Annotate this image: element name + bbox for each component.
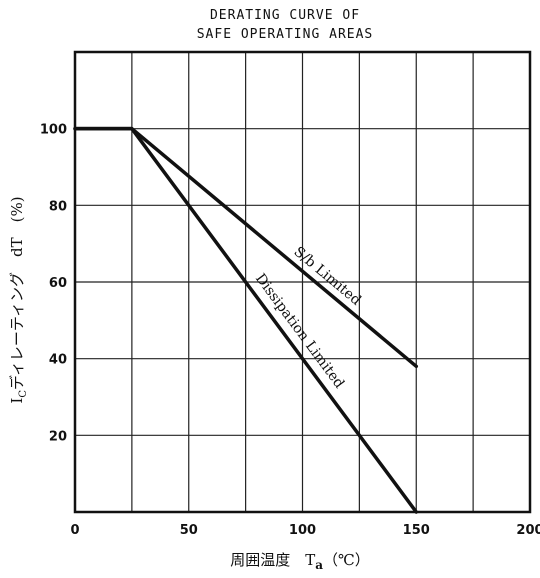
y-tick-label: 20	[49, 429, 67, 444]
series-lines	[73, 126, 418, 514]
y-tick-label: 100	[40, 123, 67, 138]
chart-title-line-1: DERATING CURVE OF	[210, 8, 360, 23]
x-tick-label: 100	[289, 523, 316, 538]
series-line-dissipation-limited	[73, 126, 418, 514]
y-axis-label-rest: ディレーティング dT (%)	[8, 196, 26, 390]
y-axis-label: ICディレーティング dT (%)	[8, 196, 29, 403]
x-axis-label-main: 周囲温度 T	[230, 551, 315, 569]
y-axis-label-subscript: C	[18, 390, 29, 398]
y-tick-label: 60	[49, 276, 67, 291]
x-tick-label: 50	[180, 523, 198, 538]
plot-frame	[73, 50, 532, 514]
grid-lines	[75, 52, 530, 512]
y-tick-label: 40	[49, 353, 67, 368]
y-axis-label-main: I	[8, 398, 26, 404]
x-axis-label-unit: （℃）	[323, 551, 370, 569]
tick-labels: 0 50 100 150 200 20 40 60 80 100	[40, 123, 540, 538]
s-b-limited-label: S/b Limited	[291, 244, 364, 309]
x-axis-label: 周囲温度 Ta（℃）	[230, 551, 370, 572]
x-tick-label: 150	[403, 523, 430, 538]
x-axis-label-subscript: a	[315, 558, 323, 572]
x-tick-label: 0	[70, 523, 79, 538]
chart-title-line-2: SAFE OPERATING AREAS	[197, 27, 374, 42]
x-tick-label: 200	[516, 523, 540, 538]
y-tick-label: 80	[49, 199, 67, 214]
